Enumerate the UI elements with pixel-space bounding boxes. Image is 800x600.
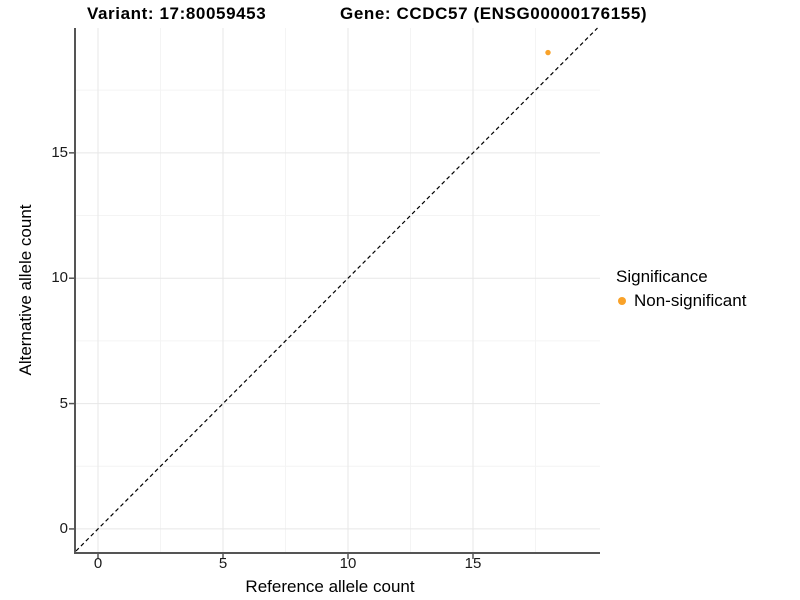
y-tick-label: 0	[59, 519, 68, 537]
legend: Significance Non-significant	[616, 267, 746, 311]
y-axis-label: Alternative allele count	[16, 204, 35, 376]
x-axis-label: Reference allele count	[245, 577, 415, 596]
axis-lines	[74, 28, 600, 554]
x-tick-label: 15	[464, 555, 482, 572]
data-point	[545, 49, 551, 56]
x-tick-label: 5	[218, 555, 228, 572]
legend-title: Significance	[616, 267, 708, 286]
plot-title-gene: Gene: CCDC57 (ENSG00000176155)	[340, 4, 648, 23]
y-tick-label: 15	[51, 143, 68, 161]
legend-point-icon	[618, 297, 626, 305]
y-tick-label: 5	[59, 394, 68, 412]
legend-item: Non-significant	[616, 291, 746, 311]
y-tick-label: 10	[51, 269, 68, 287]
identity-line	[75, 27, 598, 552]
plot-title-variant: Variant: 17:80059453	[87, 4, 267, 23]
legend-item-label: Non-significant	[634, 291, 747, 310]
x-tick-label: 0	[93, 555, 103, 572]
x-tick-label: 10	[339, 555, 357, 572]
